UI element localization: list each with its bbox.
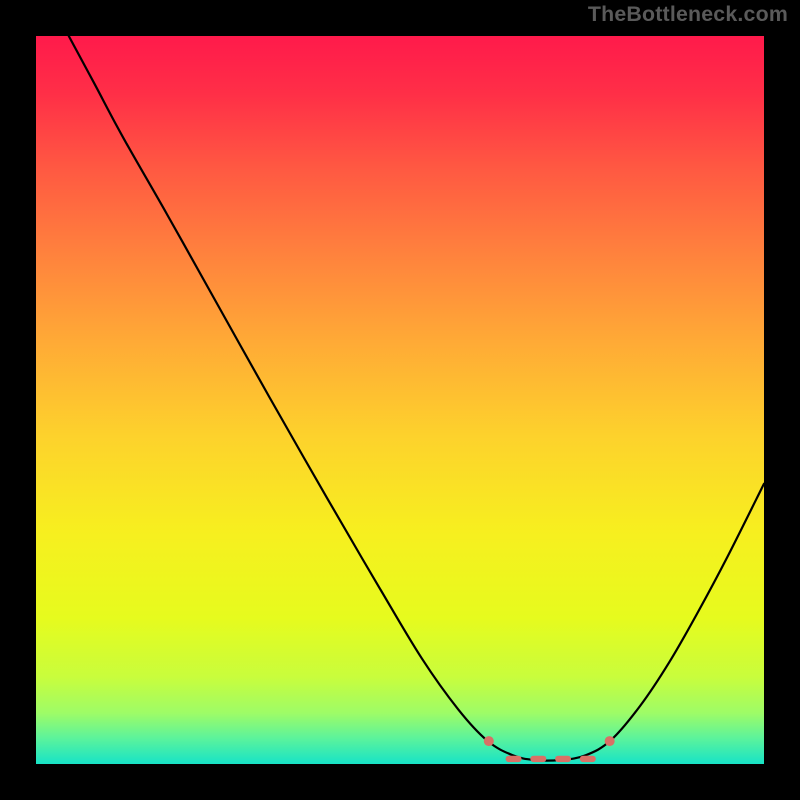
chart-root: { "attribution": { "text": "TheBottlenec… <box>0 0 800 800</box>
optimal-range-marker <box>484 736 615 762</box>
attribution-text: TheBottleneck.com <box>588 2 788 27</box>
bottleneck-curve <box>36 36 764 764</box>
curve-line <box>69 36 764 761</box>
plot-area <box>36 36 764 764</box>
